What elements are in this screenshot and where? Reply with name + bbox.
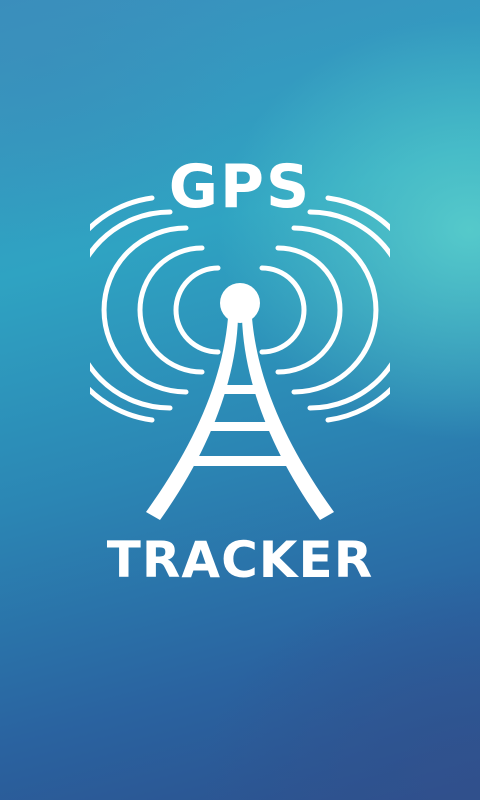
app-title-tracker: TRACKER bbox=[106, 531, 374, 589]
signal-wave-right-1 bbox=[259, 265, 307, 355]
signal-wave-left-2 bbox=[137, 245, 205, 375]
signal-tower-icon bbox=[90, 195, 390, 520]
signal-wave-right-5 bbox=[325, 195, 390, 423]
signal-wave-right-4 bbox=[307, 209, 390, 411]
signal-wave-right-2 bbox=[275, 245, 343, 375]
signal-wave-left-5 bbox=[90, 195, 155, 423]
signal-wave-left-4 bbox=[90, 209, 173, 411]
tower-antenna-top bbox=[220, 283, 260, 323]
signal-wave-left-3 bbox=[101, 225, 189, 395]
signal-wave-left-1 bbox=[173, 265, 221, 355]
app-title-gps: GPS bbox=[168, 152, 312, 222]
signal-wave-right-3 bbox=[291, 225, 379, 395]
tower-structure bbox=[146, 283, 334, 520]
